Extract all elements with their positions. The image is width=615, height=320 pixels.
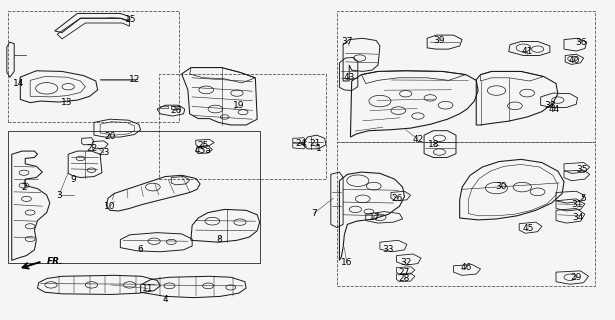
Text: 21: 21 (310, 139, 321, 148)
Text: 17: 17 (369, 213, 381, 222)
Text: 12: 12 (129, 75, 140, 84)
Bar (337, 11, 595, 141)
Text: 11: 11 (142, 284, 154, 293)
Text: 27: 27 (399, 268, 410, 277)
Text: 7: 7 (311, 209, 317, 218)
Text: 41: 41 (522, 46, 533, 56)
Text: 33: 33 (383, 245, 394, 254)
Text: 13: 13 (62, 98, 73, 107)
Text: 31: 31 (572, 200, 583, 209)
Text: 43: 43 (344, 73, 355, 82)
Text: 6: 6 (138, 245, 143, 254)
Text: 26: 26 (391, 194, 403, 203)
Text: 10: 10 (104, 202, 116, 211)
Text: 25: 25 (197, 141, 209, 150)
Text: 18: 18 (427, 140, 439, 149)
Text: 19: 19 (233, 101, 245, 110)
Text: 34: 34 (572, 213, 583, 222)
Bar (8, 11, 178, 122)
Text: 22: 22 (86, 144, 97, 153)
Text: 28: 28 (399, 274, 410, 283)
Bar (159, 74, 326, 179)
Text: 8: 8 (216, 235, 222, 244)
Bar (8, 131, 260, 263)
Text: 37: 37 (342, 37, 353, 46)
Text: 40: 40 (569, 56, 580, 65)
Text: 45: 45 (523, 224, 534, 233)
Text: 32: 32 (400, 258, 411, 267)
Text: 39: 39 (434, 36, 445, 45)
Text: 3: 3 (56, 190, 62, 200)
Bar (337, 141, 595, 286)
Text: 24: 24 (296, 139, 307, 148)
Text: 23: 23 (98, 148, 109, 157)
Text: 1: 1 (315, 144, 322, 153)
Text: 45a: 45a (195, 146, 212, 155)
Text: 29: 29 (571, 273, 582, 282)
Text: 30: 30 (495, 182, 507, 191)
Text: 46: 46 (460, 263, 472, 272)
Text: 5: 5 (581, 194, 587, 203)
Text: 36: 36 (575, 38, 586, 47)
Text: 20: 20 (104, 132, 116, 140)
Text: 9: 9 (70, 175, 76, 184)
Text: 26: 26 (170, 106, 181, 115)
Text: 15: 15 (125, 15, 137, 24)
Text: 44: 44 (549, 105, 560, 114)
Text: 4: 4 (162, 295, 168, 304)
Text: 14: 14 (14, 79, 25, 88)
Text: 42: 42 (412, 135, 424, 144)
Text: 35: 35 (577, 165, 588, 174)
Text: 2: 2 (21, 183, 27, 192)
Text: 16: 16 (341, 258, 352, 267)
Text: FR.: FR. (47, 257, 63, 266)
Text: 38: 38 (544, 101, 555, 110)
